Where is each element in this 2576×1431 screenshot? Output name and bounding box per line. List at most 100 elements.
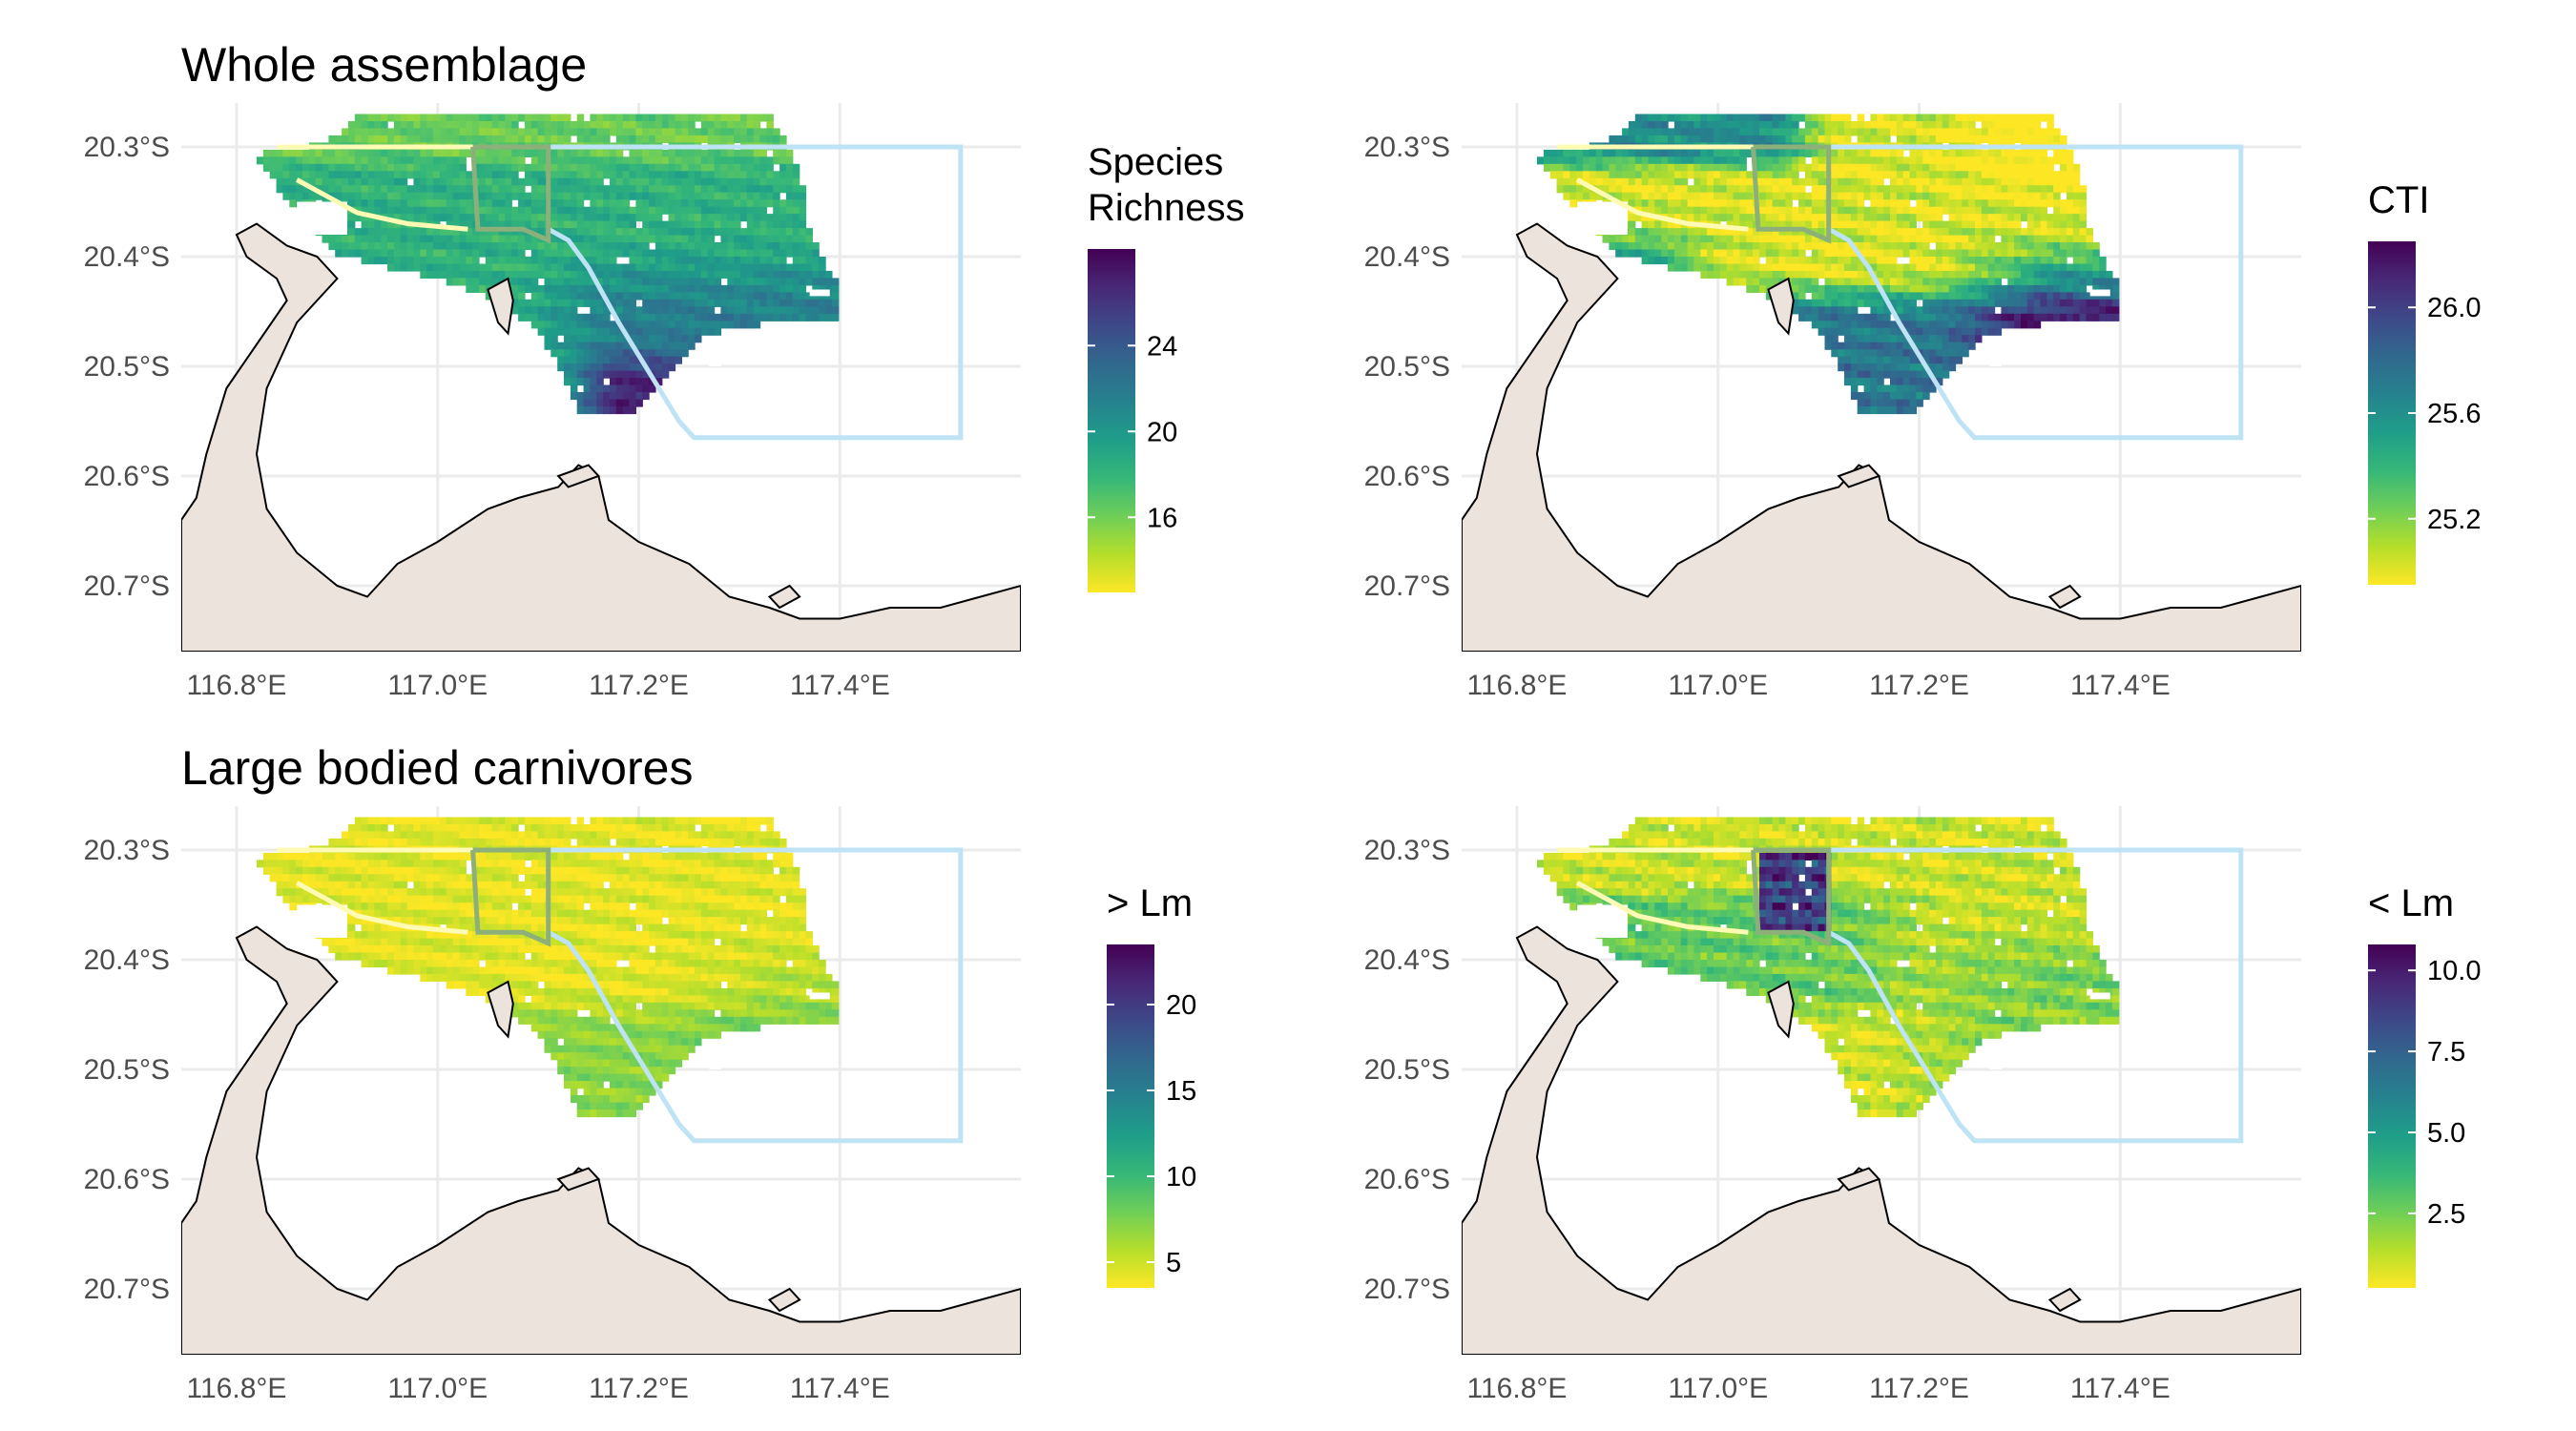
raster-cell xyxy=(1680,163,1689,172)
raster-cell xyxy=(328,177,336,186)
raster-cell xyxy=(1909,149,1917,157)
raster-cell xyxy=(642,270,650,279)
raster-cell xyxy=(603,228,611,237)
raster-cell xyxy=(1968,242,1976,251)
raster-cell xyxy=(1838,128,1845,136)
raster-cell xyxy=(564,292,571,301)
raster-cell xyxy=(1714,242,1721,251)
raster-cell xyxy=(537,299,546,307)
raster-cell xyxy=(1739,121,1747,130)
raster-cell xyxy=(779,185,787,194)
raster-cell xyxy=(615,270,624,279)
raster-cell xyxy=(1994,171,2003,179)
raster-cell xyxy=(1948,192,1957,200)
raster-cell xyxy=(649,363,656,372)
raster-cell xyxy=(707,220,716,229)
raster-cell xyxy=(361,171,369,179)
raster-cell xyxy=(1896,292,1904,301)
raster-cell xyxy=(590,313,597,321)
raster-cell xyxy=(1948,356,1957,364)
raster-cell xyxy=(1707,270,1714,279)
raster-cell xyxy=(1648,257,1655,265)
raster-cell xyxy=(466,177,473,186)
raster-cell xyxy=(1916,121,1923,130)
raster-cell xyxy=(1838,114,1845,122)
raster-cell xyxy=(773,128,780,136)
raster-cell xyxy=(1883,327,1891,336)
raster-cell xyxy=(1929,321,1937,329)
raster-cell xyxy=(2040,149,2047,157)
raster-cell xyxy=(446,214,454,222)
raster-cell xyxy=(610,356,617,364)
raster-cell xyxy=(518,278,526,286)
raster-cell xyxy=(1838,163,1845,172)
raster-cell xyxy=(413,128,421,136)
raster-cell xyxy=(746,135,755,143)
raster-cell xyxy=(328,945,336,954)
raster-cell xyxy=(695,249,702,258)
raster-cell xyxy=(420,960,427,968)
raster-cell xyxy=(622,278,631,286)
raster-cell xyxy=(590,406,597,415)
raster-cell xyxy=(654,199,663,208)
raster-cell xyxy=(1942,313,1950,321)
raster-cell xyxy=(315,888,323,897)
raster-cell xyxy=(374,206,382,215)
raster-cell xyxy=(564,163,571,172)
raster-cell xyxy=(1987,214,1996,222)
raster-cell xyxy=(649,284,656,293)
raster-cell xyxy=(1838,284,1845,293)
raster-cell xyxy=(615,263,624,272)
raster-cell xyxy=(361,860,369,868)
raster-cell xyxy=(387,852,395,861)
raster-cell xyxy=(1955,321,1963,329)
raster-cell xyxy=(367,881,375,889)
raster-cell xyxy=(367,206,375,215)
raster-cell xyxy=(347,163,356,172)
raster-cell xyxy=(1890,156,1898,165)
raster-cell xyxy=(1902,177,1911,186)
raster-cell xyxy=(1962,335,1969,343)
raster-cell xyxy=(446,263,454,272)
raster-cell xyxy=(2079,228,2088,237)
raster-cell xyxy=(734,228,741,237)
raster-cell xyxy=(622,228,631,237)
raster-cell xyxy=(1556,171,1565,179)
raster-cell xyxy=(530,299,539,307)
raster-cell xyxy=(491,257,500,265)
raster-cell xyxy=(649,163,656,172)
raster-cell xyxy=(557,292,565,301)
raster-cell xyxy=(342,860,349,868)
y-tick-label: 20.7°S xyxy=(1364,570,1450,602)
raster-cell xyxy=(367,866,375,875)
raster-cell xyxy=(1818,242,1826,251)
raster-cell xyxy=(524,242,532,251)
raster-cell xyxy=(328,171,336,179)
raster-cell xyxy=(439,214,447,222)
raster-cell xyxy=(1962,278,1969,286)
raster-cell xyxy=(1916,370,1923,379)
raster-cell xyxy=(1929,177,1937,186)
raster-cell xyxy=(282,860,290,868)
raster-cell xyxy=(1811,321,1819,329)
raster-cell xyxy=(354,817,363,825)
raster-cell xyxy=(1831,242,1839,251)
raster-cell xyxy=(1563,185,1570,194)
raster-cell xyxy=(1772,235,1780,243)
raster-cell xyxy=(785,278,794,286)
raster-cell xyxy=(727,121,735,130)
x-tick-label: 117.0°E xyxy=(1668,670,1768,701)
raster-cell xyxy=(400,177,408,186)
raster-cell xyxy=(1987,114,1996,122)
raster-cell xyxy=(766,128,774,136)
raster-cell xyxy=(1563,149,1570,157)
raster-cell xyxy=(1772,257,1780,265)
raster-cell xyxy=(452,270,461,279)
raster-cell xyxy=(1818,220,1826,229)
raster-cell xyxy=(1844,263,1852,272)
raster-cell xyxy=(596,163,604,172)
raster-cell xyxy=(381,960,388,968)
raster-cell xyxy=(1987,299,1996,307)
raster-cell xyxy=(707,156,716,165)
raster-cell xyxy=(1628,149,1636,157)
